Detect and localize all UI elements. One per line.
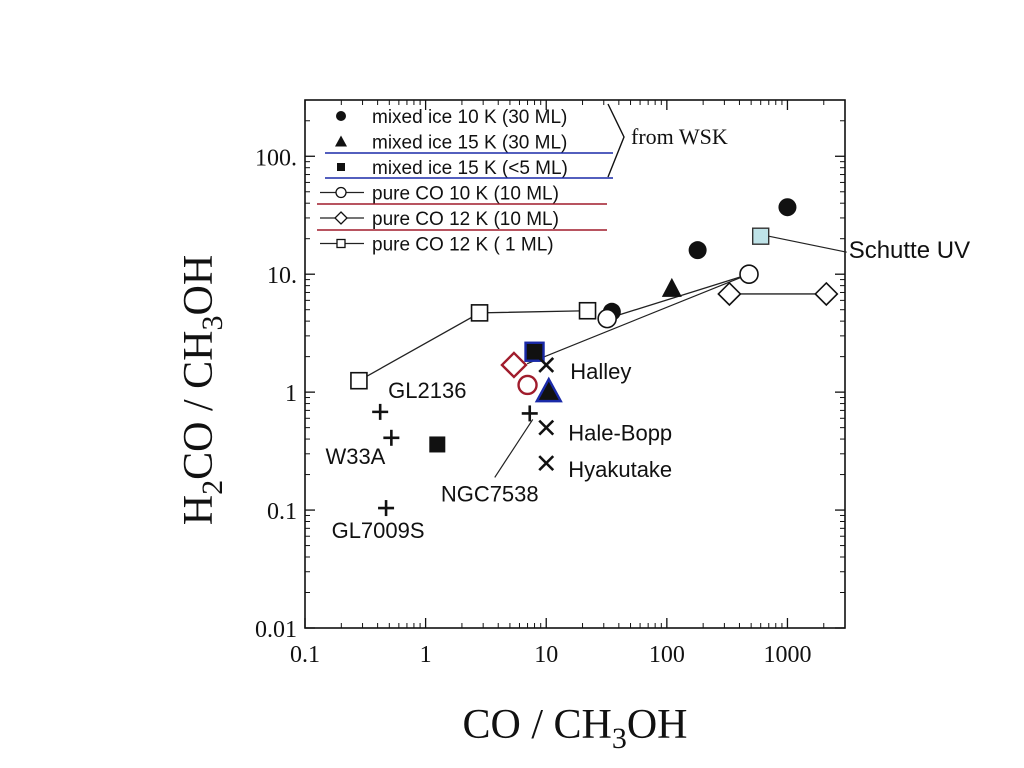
- legend-label: pure CO 10 K (10 ML): [372, 184, 559, 205]
- legend-open-circle-icon: [335, 186, 347, 199]
- annotation-hyakutake: Hyakutake: [568, 457, 672, 482]
- annotation-schutte-uv: Schutte UV: [849, 237, 970, 264]
- x-tick-label: 10: [534, 642, 558, 668]
- highlight-circle-marker: [517, 374, 538, 396]
- cross-marker: [538, 455, 555, 472]
- filled-circle-marker: [688, 241, 707, 260]
- y-tick-label: 0.01: [255, 617, 297, 643]
- annotation-gl7009s: GL7009S: [332, 518, 425, 543]
- legend-open-square-icon: [336, 238, 346, 249]
- x-tick-label: 100: [649, 642, 685, 668]
- open-circle-marker: [597, 308, 617, 329]
- cross-marker: [538, 357, 555, 373]
- y-tick-label: 10.: [267, 263, 297, 289]
- legend-entry: pure CO 10 K (10 ML): [320, 184, 559, 205]
- highlight-triangle-marker: [534, 376, 563, 403]
- annotation-labels: GL2136 W33A GL7009S NGC7538 Halley Hale-Bopp H…: [325, 235, 970, 543]
- annotation-halley: Halley: [570, 359, 631, 384]
- schutte-uv-marker: [751, 227, 770, 245]
- filled-triangle-marker: [661, 277, 682, 297]
- legend-filled-circle-icon: [336, 111, 346, 121]
- open-diamond-marker: [814, 281, 839, 307]
- plot-frame: [304, 99, 846, 629]
- legend-entry: mixed ice 10 K (30 ML): [336, 107, 567, 128]
- legend-open-diamond-icon: [334, 211, 348, 225]
- ngc7538-leader-line: [494, 419, 534, 478]
- annotation-gl2136: GL2136: [388, 378, 466, 403]
- plot-border: [304, 99, 846, 629]
- y-axis-title: H2CO / CH3OH: [176, 255, 229, 525]
- open-circle-marker: [739, 264, 759, 285]
- legend-filled-triangle-icon: [335, 135, 347, 147]
- legend-label: mixed ice 15 K (30 ML): [372, 133, 567, 154]
- legend: mixed ice 10 K (30 ML) mixed ice 15 K (30…: [317, 103, 728, 256]
- highlight-square-marker: [524, 341, 545, 362]
- plus-marker: [521, 405, 538, 422]
- legend-brace: [607, 103, 625, 178]
- filled-circle-marker: [778, 198, 797, 217]
- open-diamond-marker: [717, 281, 742, 307]
- plus-marker: [378, 500, 395, 517]
- x-tick-label: 1: [420, 642, 432, 668]
- legend-group-label: from WSK: [631, 124, 728, 149]
- cross-marker: [538, 419, 555, 436]
- legend-entry: pure CO 12 K (10 ML): [320, 209, 559, 230]
- open-square-marker: [350, 371, 368, 390]
- plus-marker: [372, 403, 389, 420]
- open-square-marker: [578, 301, 597, 320]
- legend-filled-square-icon: [337, 163, 345, 171]
- legend-label: mixed ice 10 K (30 ML): [372, 107, 567, 128]
- plus-marker: [383, 429, 400, 446]
- x-axis-title: CO / CH3OH: [462, 702, 687, 755]
- annotation-hale-bopp: Hale-Bopp: [568, 421, 672, 446]
- legend-entry: mixed ice 15 K (30 ML): [335, 133, 567, 154]
- highlight-diamond-marker: [500, 351, 528, 379]
- x-tick-label: 0.1: [290, 642, 320, 668]
- y-tick-label: 1: [285, 381, 297, 407]
- cross-marker-b: [538, 357, 555, 373]
- open-square-marker: [470, 304, 489, 322]
- legend-label: pure CO 12 K (10 ML): [372, 209, 559, 230]
- y-tick-label: 0.1: [267, 499, 297, 525]
- data-marks: [350, 198, 839, 517]
- legend-label: pure CO 12 K ( 1 ML): [372, 235, 554, 256]
- cross-marker-b: [538, 455, 555, 472]
- legend-entry: mixed ice 15 K (<5 ML): [337, 158, 568, 179]
- annotation-w33a: W33A: [325, 444, 385, 469]
- cross-marker-b: [538, 419, 555, 436]
- schutte-uv-leader-line: [768, 235, 847, 253]
- y-tick-label: 100.: [255, 145, 297, 171]
- series-line-extension: [526, 273, 750, 365]
- filled-square-marker: [429, 436, 446, 453]
- x-tick-label: 1000: [763, 642, 811, 668]
- annotation-ngc7538: NGC7538: [441, 481, 539, 506]
- legend-entry: pure CO 12 K ( 1 ML): [320, 235, 554, 256]
- legend-label: mixed ice 15 K (<5 ML): [372, 158, 568, 179]
